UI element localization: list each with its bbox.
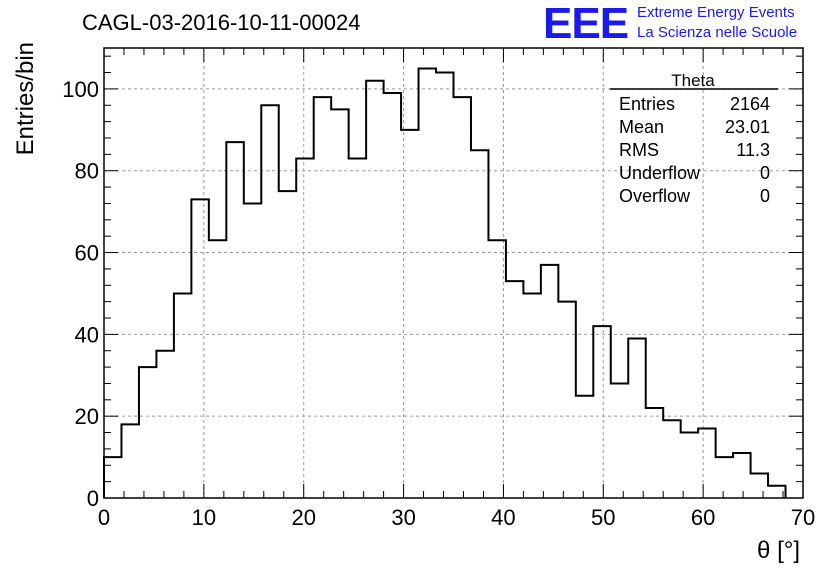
histogram-bin — [454, 97, 471, 498]
stats-value: 0 — [760, 163, 770, 183]
y-tick-label: 100 — [62, 77, 99, 102]
x-tick-label: 40 — [491, 505, 515, 530]
x-tick-label: 60 — [691, 505, 715, 530]
y-tick-label: 20 — [75, 404, 99, 429]
histogram-bin — [716, 457, 733, 498]
stats-value: 0 — [760, 186, 770, 206]
eee-logo: EEE — [543, 0, 629, 48]
axes-frame — [103, 47, 804, 499]
histogram-bin — [419, 68, 436, 498]
grid-lines — [104, 48, 803, 498]
histogram-bin — [314, 97, 331, 498]
histogram-bin — [174, 293, 191, 498]
x-tick-label: 0 — [98, 505, 110, 530]
logo-subtitle-line2: La Scienza nelle Scuole — [637, 24, 798, 41]
chart-title: CAGL-03-2016-10-11-00024 — [82, 10, 361, 35]
stats-label: RMS — [619, 140, 659, 160]
histogram-bin — [523, 293, 540, 498]
x-tick-label: 10 — [192, 505, 216, 530]
histogram-bin — [279, 191, 296, 498]
y-tick-label: 40 — [75, 322, 99, 347]
x-tick-label: 50 — [591, 505, 615, 530]
y-axis-label: Entries/bin — [12, 42, 39, 155]
histogram-bin — [628, 338, 645, 498]
histogram-bin — [261, 105, 278, 498]
histogram-bin — [733, 453, 750, 498]
stats-label: Entries — [619, 94, 675, 114]
histogram-bin — [331, 109, 348, 498]
stats-value: 23.01 — [725, 117, 770, 137]
histogram-bin — [366, 81, 383, 498]
histogram-bin — [471, 150, 488, 498]
tick-labels: 0 10 20 30 40 50 60 70 0 20 40 60 80 100 — [62, 77, 815, 530]
histogram-bin — [436, 73, 453, 498]
histogram-bin — [751, 473, 768, 498]
logo-subtitle-line1: Extreme Energy Events — [637, 4, 795, 21]
x-tick-label: 30 — [391, 505, 415, 530]
histogram-bin — [698, 428, 715, 498]
histogram-bin — [593, 326, 610, 498]
histogram-bin — [349, 158, 366, 498]
histogram-series — [103, 67, 787, 498]
histogram-bin — [558, 302, 575, 498]
y-tick-label: 60 — [75, 241, 99, 266]
stats-label: Underflow — [619, 163, 701, 183]
y-tick-label: 0 — [87, 486, 99, 511]
stats-label: Mean — [619, 117, 664, 137]
histogram-bin — [209, 240, 226, 498]
stats-label: Overflow — [619, 186, 691, 206]
x-tick-label: 20 — [291, 505, 315, 530]
histogram-bin — [488, 240, 505, 498]
histogram-bin — [156, 351, 173, 498]
histogram-bin — [121, 424, 138, 498]
stats-value: 11.3 — [736, 140, 770, 160]
histogram-bin — [244, 203, 261, 498]
x-axis-label: θ [°] — [757, 537, 800, 564]
histogram-bin — [401, 130, 418, 498]
histogram-bin — [663, 420, 680, 498]
histogram-bin — [139, 367, 156, 498]
histogram-bin — [611, 383, 628, 498]
histogram-bin — [681, 433, 698, 498]
stats-value: 2164 — [730, 94, 770, 114]
stats-box-title: Theta — [671, 71, 715, 90]
histogram-bin — [541, 265, 558, 498]
histogram-bin — [646, 408, 663, 498]
histogram-bin — [191, 199, 208, 498]
histogram-bin — [104, 457, 121, 498]
x-tick-label: 70 — [791, 505, 815, 530]
histogram-bin — [576, 396, 593, 498]
plot-frame — [103, 47, 804, 499]
histogram-bin — [296, 158, 313, 498]
histogram-bin — [506, 281, 523, 498]
histogram-bin — [226, 142, 243, 498]
stats-box: Theta Entries 2164 Mean 23.01 RMS 11.3 Underfl… — [610, 71, 778, 206]
histogram-outline — [103, 67, 787, 498]
y-tick-label: 80 — [75, 159, 99, 184]
histogram-bin — [384, 93, 401, 498]
